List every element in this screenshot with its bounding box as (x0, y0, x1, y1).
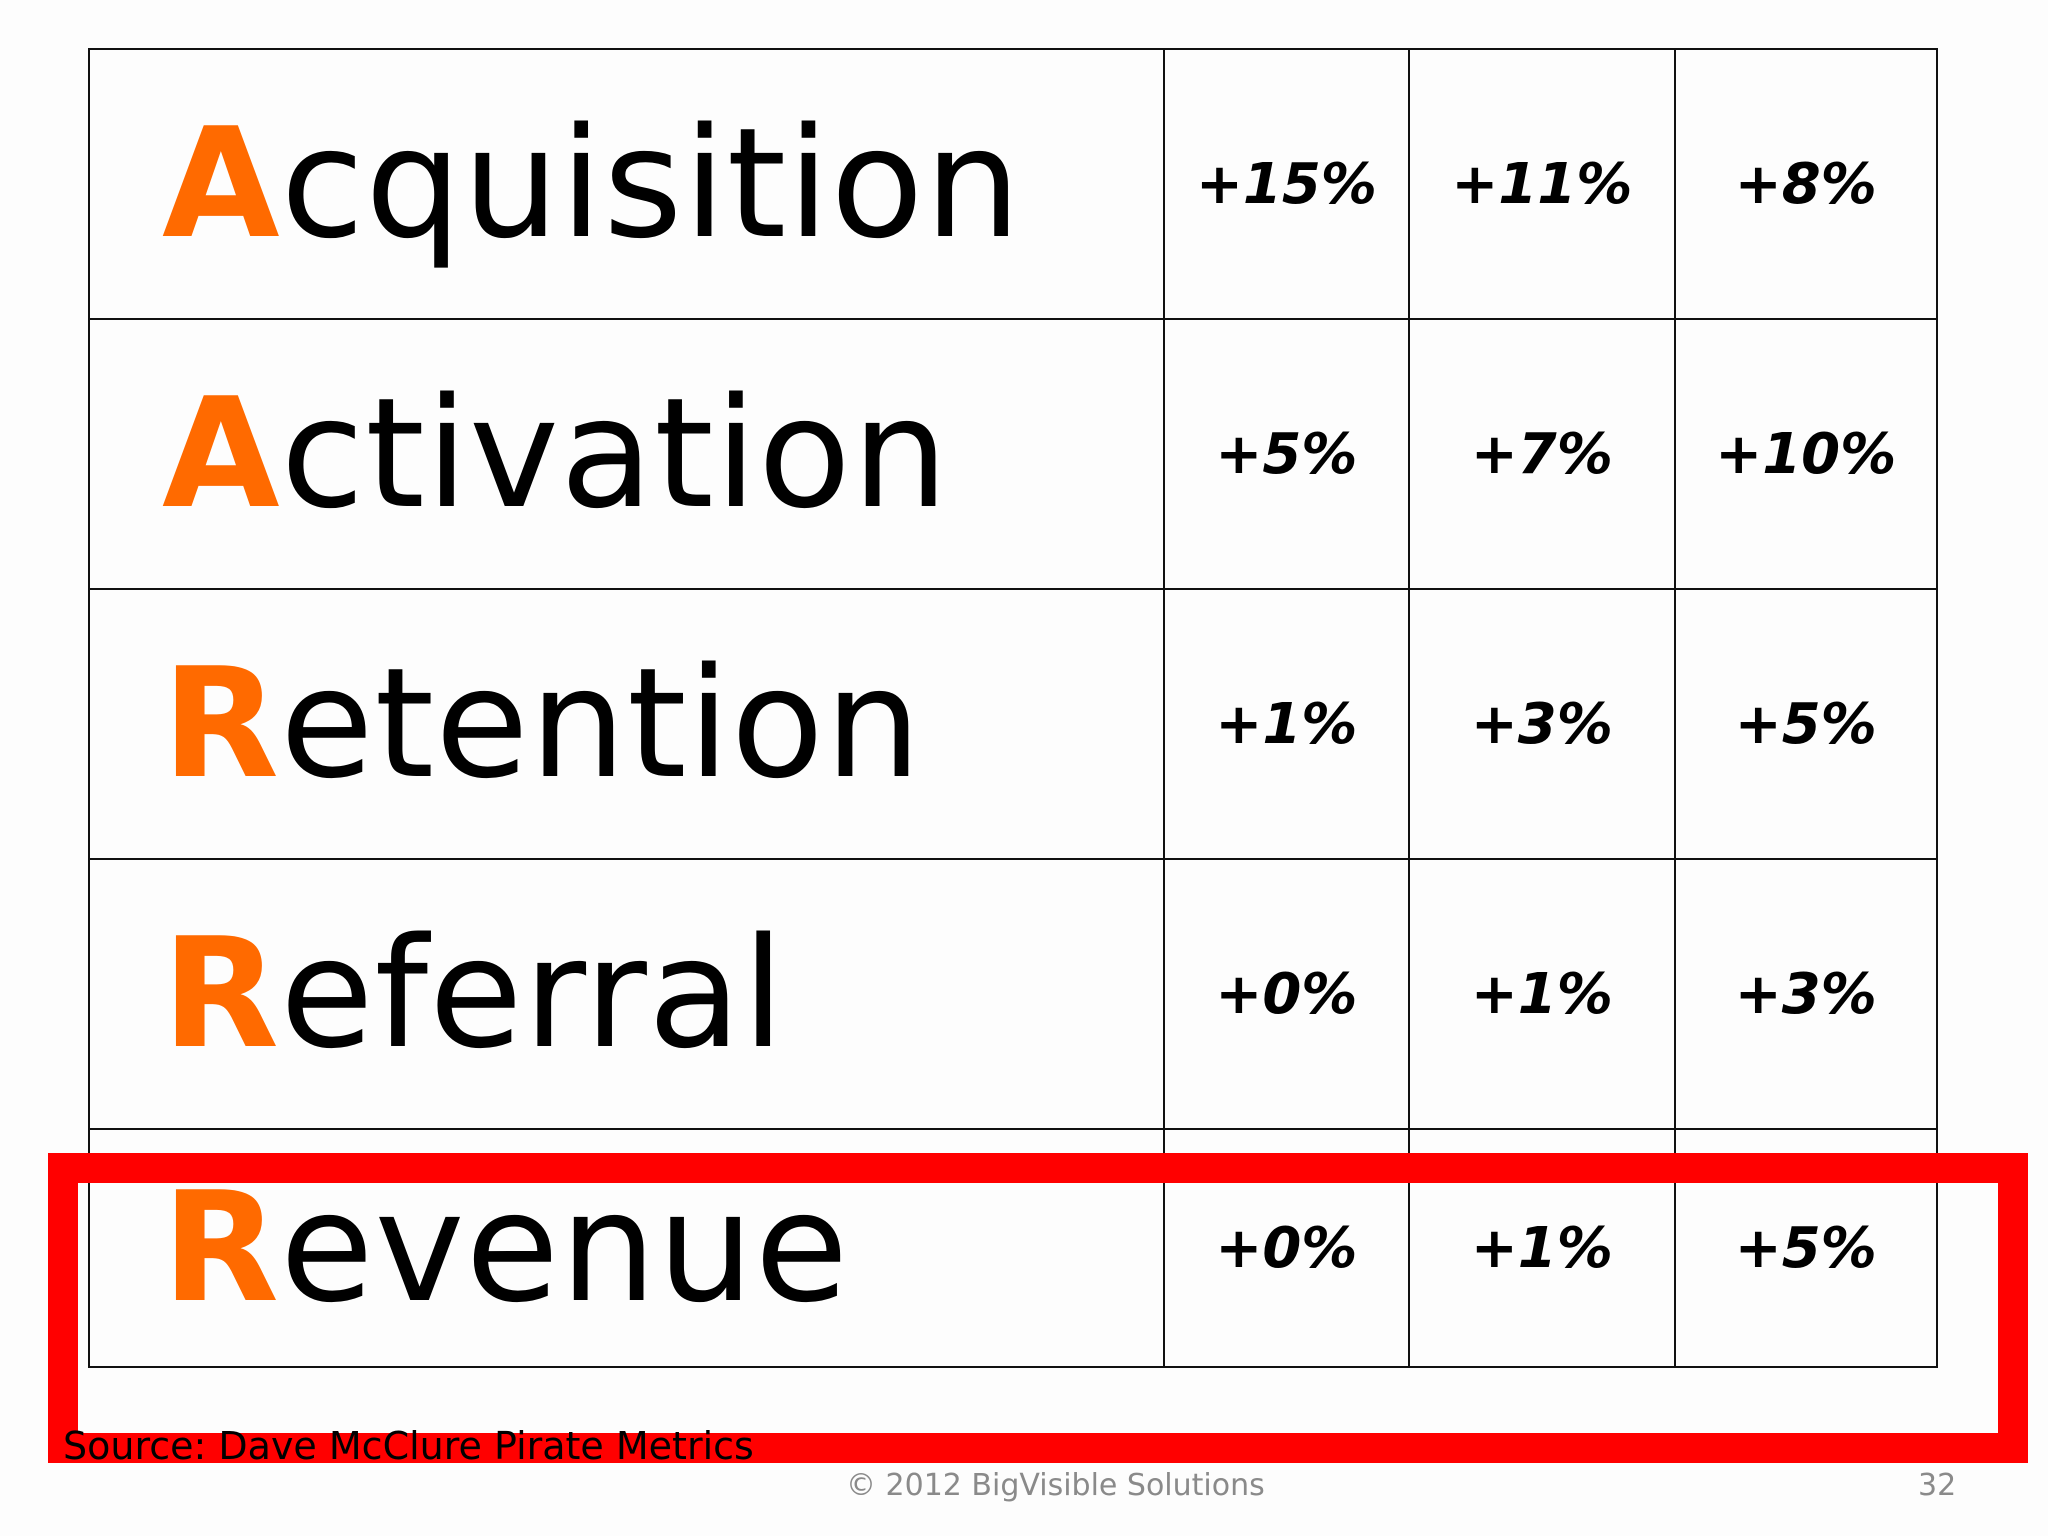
table-row: Activation +5% +7% +10% (88, 318, 1939, 590)
metric-name-acquisition: Acquisition (88, 48, 1165, 320)
metric-value-cell: +5% (1673, 588, 1939, 860)
table-row: Referral +0% +1% +3% (88, 858, 1939, 1130)
metric-value-cell: +7% (1408, 318, 1676, 590)
metric-value-cell: +8% (1673, 48, 1939, 320)
metric-initial-letter: R (162, 1159, 281, 1336)
metric-value-cell: +3% (1673, 858, 1939, 1130)
metric-name-activation: Activation (88, 318, 1165, 590)
metric-name-rest: evenue (280, 1159, 850, 1336)
metric-initial-letter: R (162, 635, 281, 812)
metric-name-rest: cquisition (280, 95, 1022, 272)
metric-name-rest: etention (280, 635, 923, 812)
metric-value-cell: +5% (1162, 318, 1411, 590)
metric-value-cell: +1% (1408, 858, 1676, 1130)
metric-value-cell: +0% (1162, 858, 1411, 1130)
metric-name-retention: Retention (88, 588, 1165, 860)
metric-value-cell: +11% (1408, 48, 1676, 320)
page-number: 32 (1918, 1468, 1957, 1503)
metric-name-referral: Referral (88, 858, 1165, 1130)
metric-value-cell: +15% (1162, 48, 1411, 320)
metric-value-cell: +1% (1408, 1128, 1676, 1368)
metric-value-cell: +10% (1673, 318, 1939, 590)
metric-value-cell: +5% (1673, 1128, 1939, 1368)
copyright-notice: © 2012 BigVisible Solutions (846, 1468, 1265, 1503)
metric-value-cell: +3% (1408, 588, 1676, 860)
metric-value-cell: +0% (1162, 1128, 1411, 1368)
metric-initial-letter: A (162, 365, 281, 542)
table-row-highlighted: Revenue +0% +1% +5% (88, 1128, 1939, 1368)
metric-name-revenue: Revenue (88, 1128, 1165, 1368)
metric-name-rest: eferral (280, 905, 786, 1082)
table-row: Retention +1% +3% +5% (88, 588, 1939, 860)
metric-value-cell: +1% (1162, 588, 1411, 860)
source-caption: Source: Dave McClure Pirate Metrics (63, 1424, 754, 1468)
metric-initial-letter: R (162, 905, 281, 1082)
pirate-metrics-table: Acquisition +15% +11% +8% Activation +5%… (88, 48, 1939, 1368)
table-row: Acquisition +15% +11% +8% (88, 48, 1939, 320)
metric-initial-letter: A (162, 95, 281, 272)
metric-name-rest: ctivation (280, 365, 950, 542)
